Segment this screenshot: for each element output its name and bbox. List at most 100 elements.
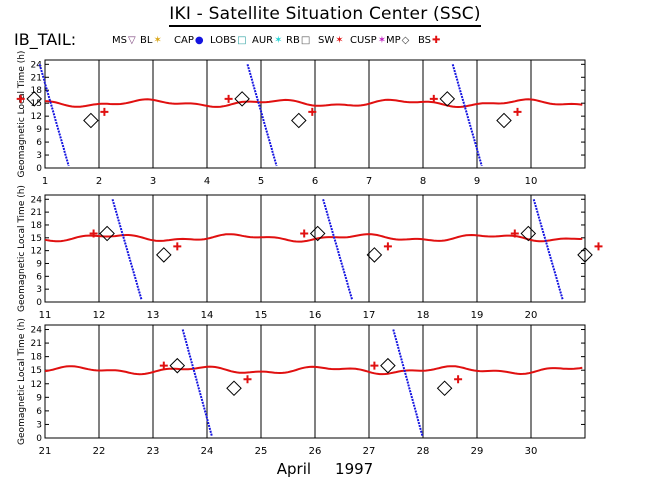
mp-marker xyxy=(169,357,186,374)
legend-item-bs: BS✚ xyxy=(418,35,440,46)
x-tick-label: 17 xyxy=(363,310,376,321)
bs-marker xyxy=(89,229,98,238)
x-tick-label: 23 xyxy=(147,446,160,457)
orbit-track xyxy=(246,64,278,167)
x-tick-label: 12 xyxy=(93,310,106,321)
legend-label: LOBS xyxy=(210,35,237,46)
bs-marker xyxy=(308,107,317,116)
orbit-track xyxy=(181,329,213,437)
title-wrap: IKI - Satellite Situation Center (SSC) xyxy=(0,4,650,27)
orbit-track xyxy=(451,64,483,167)
mp-marker xyxy=(577,247,593,263)
legend-item-cap: CAP● xyxy=(174,35,204,46)
x-tick-label: 5 xyxy=(258,176,264,187)
bs-marker xyxy=(370,361,379,370)
x-tick-label: 20 xyxy=(525,310,538,321)
bs-marker xyxy=(159,361,168,370)
y-tick-label: 18 xyxy=(31,353,43,363)
mp-marker xyxy=(226,380,242,397)
orbit-track xyxy=(111,199,143,301)
bs-marker xyxy=(224,94,233,103)
bs-marker xyxy=(16,94,25,103)
bs-marker xyxy=(243,375,252,384)
legend-label: MS xyxy=(112,35,127,46)
y-tick-label: 24 xyxy=(31,326,43,336)
legend-label: MP xyxy=(386,35,401,46)
year-text: 1997 xyxy=(335,460,374,478)
bs-marker xyxy=(100,107,109,116)
legend-item-mp: MP◇ xyxy=(386,35,409,46)
y-tick-label: 12 xyxy=(31,247,42,257)
mp-marker xyxy=(156,247,172,263)
legend-item-aur: AUR✶ xyxy=(252,35,283,46)
bs-marker xyxy=(594,242,603,251)
y-tick-label: 6 xyxy=(36,138,42,148)
square-icon: □ xyxy=(300,35,311,46)
month-label: April 1997 xyxy=(0,460,650,478)
x-tick-label: 1 xyxy=(42,176,48,187)
legend-item-rb: RB□ xyxy=(286,35,310,46)
legend-item-sw: SW✶ xyxy=(318,35,344,46)
x-tick-label: 16 xyxy=(309,310,322,321)
bs-marker xyxy=(510,229,519,238)
x-tick-label: 27 xyxy=(363,446,376,457)
x-tick-label: 21 xyxy=(39,446,52,457)
y-tick-label: 18 xyxy=(31,221,43,231)
bs-marker xyxy=(513,107,522,116)
x-tick-label: 8 xyxy=(420,176,426,187)
circle-icon: ● xyxy=(194,35,204,46)
x-tick-label: 7 xyxy=(366,176,372,187)
page-title: IKI - Satellite Situation Center (SSC) xyxy=(169,4,481,27)
mp-marker xyxy=(26,91,42,107)
bs-marker xyxy=(454,375,463,384)
legend-label: CAP xyxy=(174,35,194,46)
y-tick-label: 15 xyxy=(31,366,42,376)
y-tick-label: 18 xyxy=(31,86,43,96)
mp-marker xyxy=(83,112,99,129)
x-tick-label: 13 xyxy=(147,310,160,321)
bs-marker xyxy=(429,94,438,103)
y-tick-label: 3 xyxy=(36,285,42,295)
mp-marker xyxy=(99,225,115,242)
triangle-down-icon: ▽ xyxy=(127,35,136,46)
star-icon: ✶ xyxy=(153,35,162,46)
legend-label: BS xyxy=(418,35,432,46)
star-icon: ✶ xyxy=(335,35,344,46)
sw-track xyxy=(44,365,583,376)
y-axis-label: Geomagnetic Local Time (h) xyxy=(17,185,27,312)
y-tick-label: 0 xyxy=(36,164,42,174)
y-tick-label: 21 xyxy=(31,208,42,218)
x-tick-label: 4 xyxy=(204,176,210,187)
x-tick-label: 3 xyxy=(150,176,156,187)
legend-label: AUR xyxy=(252,35,274,46)
y-tick-label: 6 xyxy=(36,407,42,417)
x-tick-label: 18 xyxy=(417,310,430,321)
x-tick-label: 11 xyxy=(39,310,52,321)
star-icon: ✶ xyxy=(377,35,387,46)
legend-label: RB xyxy=(286,35,300,46)
square-icon: □ xyxy=(237,35,247,46)
bs-marker xyxy=(300,229,309,238)
bs-marker xyxy=(173,242,182,251)
month-text: April xyxy=(276,460,312,478)
y-tick-label: 15 xyxy=(31,234,42,244)
mp-marker xyxy=(234,91,250,107)
x-tick-label: 28 xyxy=(417,446,430,457)
mp-marker xyxy=(496,112,512,129)
orbit-track xyxy=(38,64,70,167)
legend-prefix: IB_TAIL: xyxy=(14,30,77,49)
legend-item-ms: MS▽ xyxy=(112,35,136,46)
legend-item-lobs: LOBS□ xyxy=(210,35,247,46)
sw-track xyxy=(44,233,583,243)
y-axis-label: Geomagnetic Local Time (h) xyxy=(17,318,27,445)
x-tick-label: 14 xyxy=(201,310,214,321)
y-tick-label: 21 xyxy=(31,339,42,349)
legend-label: BL xyxy=(140,35,153,46)
y-tick-label: 21 xyxy=(31,73,42,83)
y-tick-label: 9 xyxy=(36,259,42,269)
y-tick-label: 9 xyxy=(36,393,42,403)
y-tick-label: 12 xyxy=(31,380,42,390)
mp-marker xyxy=(520,225,537,242)
legend-item-bl: BL✶ xyxy=(140,35,162,46)
